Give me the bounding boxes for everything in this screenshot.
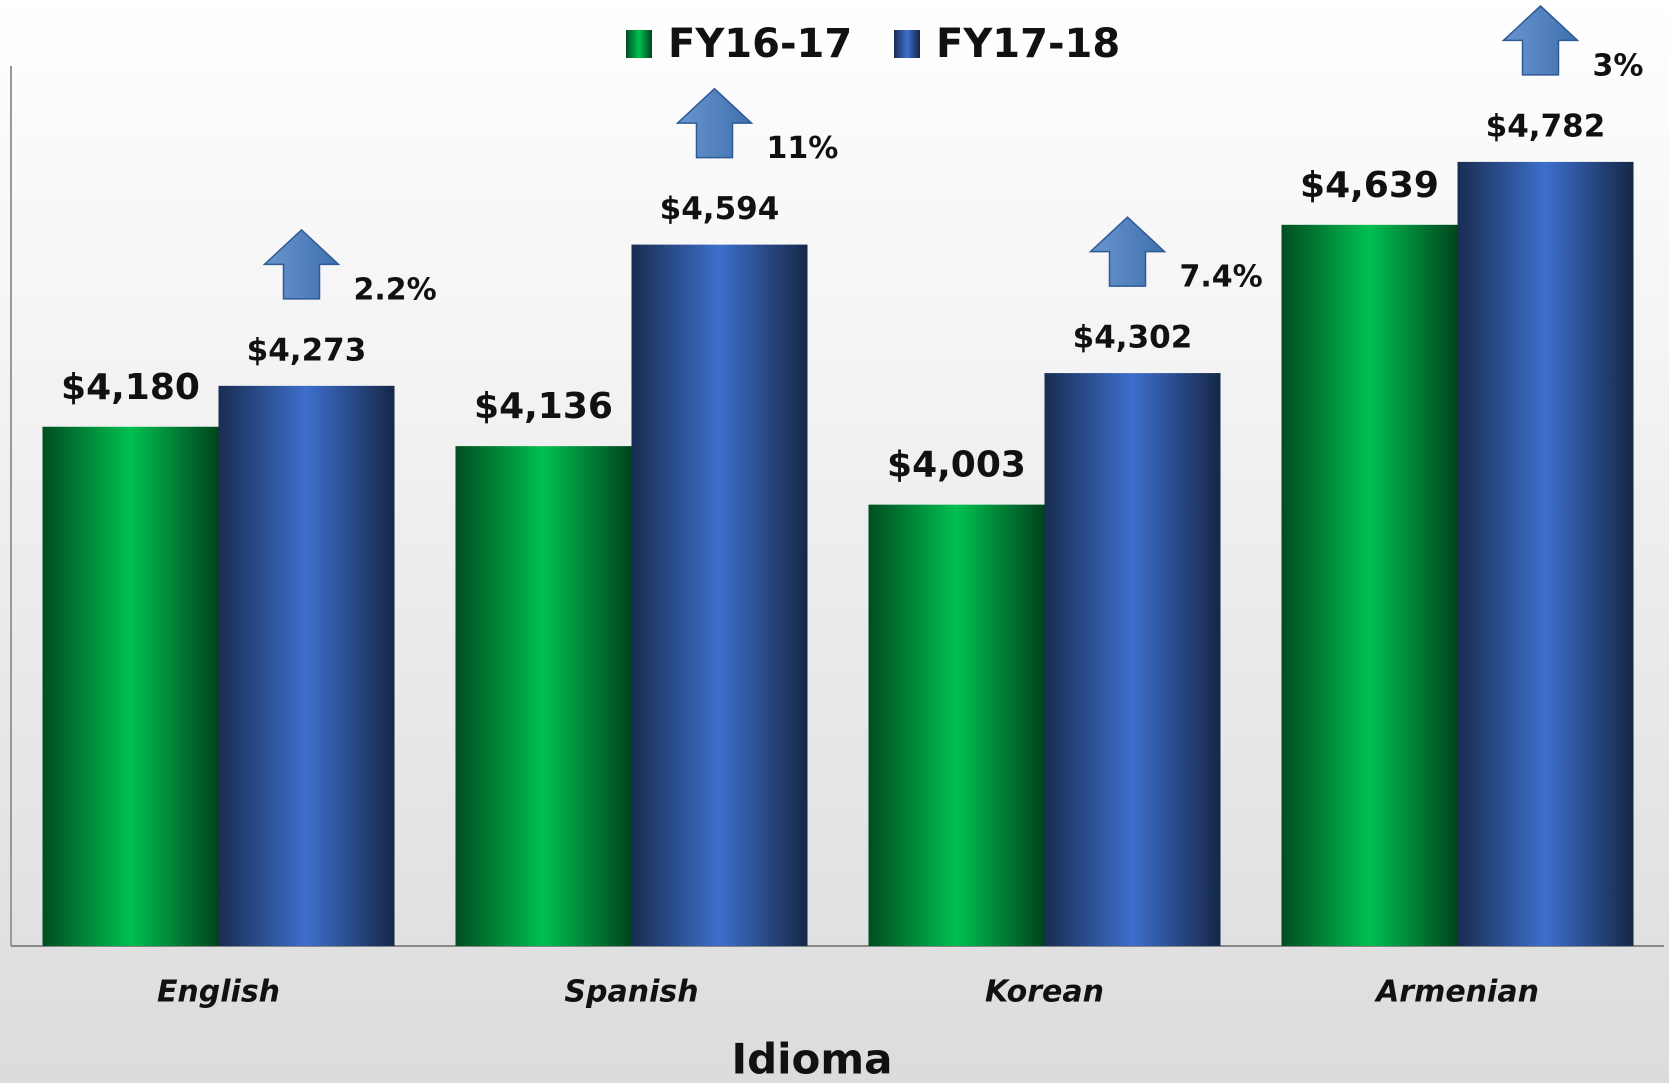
change-label: 7.4% <box>1180 260 1263 295</box>
x-tick-label: Armenian <box>1374 975 1539 1010</box>
data-label: $4,003 <box>887 445 1026 486</box>
bar-shade <box>218 385 395 946</box>
legend-label: FY17-18 <box>936 21 1120 67</box>
bar-shade <box>631 244 808 946</box>
change-arrow <box>262 228 341 300</box>
x-tick-label: English <box>157 975 280 1010</box>
change-arrow <box>675 87 754 159</box>
bar-shade <box>868 504 1045 946</box>
x-axis-label: Idioma <box>731 1035 892 1083</box>
bar-shade <box>1281 224 1458 947</box>
change-label: 3% <box>1593 48 1644 83</box>
data-label: $4,782 <box>1486 108 1606 144</box>
data-label: $4,136 <box>474 386 613 427</box>
x-tick-label: Spanish <box>564 975 698 1010</box>
legend-swatch-shade <box>894 30 920 58</box>
legend-label: FY16-17 <box>668 21 852 67</box>
data-label: $4,639 <box>1300 165 1439 206</box>
x-tick-label: Korean <box>985 975 1104 1010</box>
bar-shade <box>1044 373 1221 946</box>
change-label: 2.2% <box>354 272 437 307</box>
change-label: 11% <box>767 131 839 166</box>
bar-shade <box>455 446 632 946</box>
data-label: $4,594 <box>660 191 780 227</box>
data-label: $4,273 <box>247 332 367 368</box>
legend-swatch-shade <box>626 30 652 58</box>
data-label: $4,180 <box>61 367 200 408</box>
bar-shade <box>1457 161 1634 947</box>
change-arrow <box>1088 216 1167 287</box>
bar-shade <box>42 426 219 946</box>
data-label: $4,302 <box>1073 320 1193 356</box>
change-arrow <box>1501 4 1580 76</box>
